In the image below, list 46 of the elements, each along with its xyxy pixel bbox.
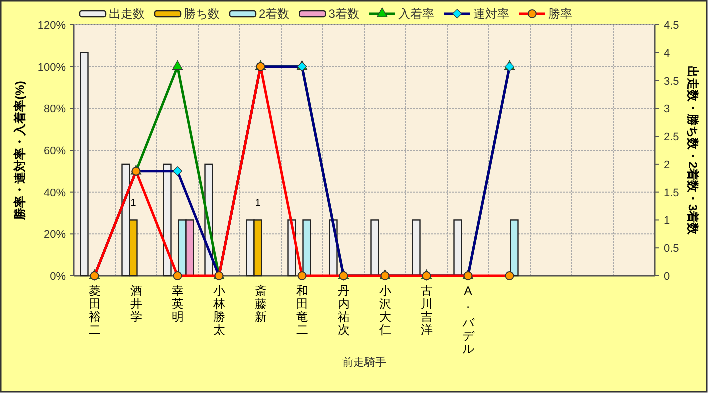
y-tick-label: 0% [50, 271, 66, 283]
x-tick-label: 幸英明 [172, 284, 184, 324]
bar [412, 220, 421, 277]
y-axis-title: 勝率・連対率・入着率(%) [13, 81, 27, 221]
x-tick-label: 和田竜二 [296, 284, 308, 337]
legend-label: 連対率 [473, 7, 510, 21]
y-tick-label: 120% [38, 20, 66, 32]
x-tick-label: 古川吉洋 [420, 284, 433, 337]
x-axis-title: 前走騎手 [342, 356, 386, 369]
y2-tick-label: 2.5 [664, 132, 680, 144]
y2-tick-label: 3.5 [664, 76, 680, 88]
y-tick-label: 60% [44, 146, 66, 158]
y2-tick-label: 4 [664, 48, 670, 60]
bar [80, 52, 89, 277]
y2-tick-label: 1.5 [664, 187, 680, 200]
legend-label: 勝ち数 [184, 7, 220, 21]
bar [370, 220, 380, 277]
y2-tick-label: 2 [664, 159, 670, 172]
y2-tick-label: 4.5 [664, 20, 680, 32]
y-tick-label: 40% [44, 187, 66, 200]
bar [454, 220, 462, 277]
x-tick-label: 斎藤新 [254, 284, 267, 324]
legend-label: 3着数 [328, 7, 360, 21]
y2-tick-label: 0.5 [664, 243, 680, 256]
legend-label: 出走数 [109, 7, 145, 21]
x-tick-label: 丹内祐次 [338, 284, 350, 337]
data-label: 1 [130, 198, 137, 210]
x-tick-label: 小林勝太 [212, 284, 226, 337]
y-tick-label: 100% [38, 62, 66, 74]
bar [163, 164, 172, 277]
y2-axis-title: 出走数・勝ち数・2着数・3着数 [686, 66, 700, 236]
y2-tick-label: 3 [664, 104, 670, 116]
y-tick-label: 20% [44, 229, 66, 242]
x-tick-label: 酒井学 [130, 284, 142, 324]
legend-label: 勝率 [548, 7, 572, 21]
y2-tick-label: 1 [664, 215, 670, 228]
x-tick-label: A. バデル [461, 284, 476, 356]
x-tick-label: 小沢大仁 [378, 284, 392, 337]
y-tick-label: 80% [44, 104, 66, 116]
data-label: 1 [255, 198, 262, 210]
legend-label: 2着数 [259, 7, 290, 21]
x-tick-label: 菱田裕二 [88, 284, 101, 337]
legend-label: 入着率 [398, 7, 434, 21]
bar [510, 220, 519, 277]
y2-tick-label: 0 [664, 271, 670, 283]
bar [302, 220, 312, 277]
